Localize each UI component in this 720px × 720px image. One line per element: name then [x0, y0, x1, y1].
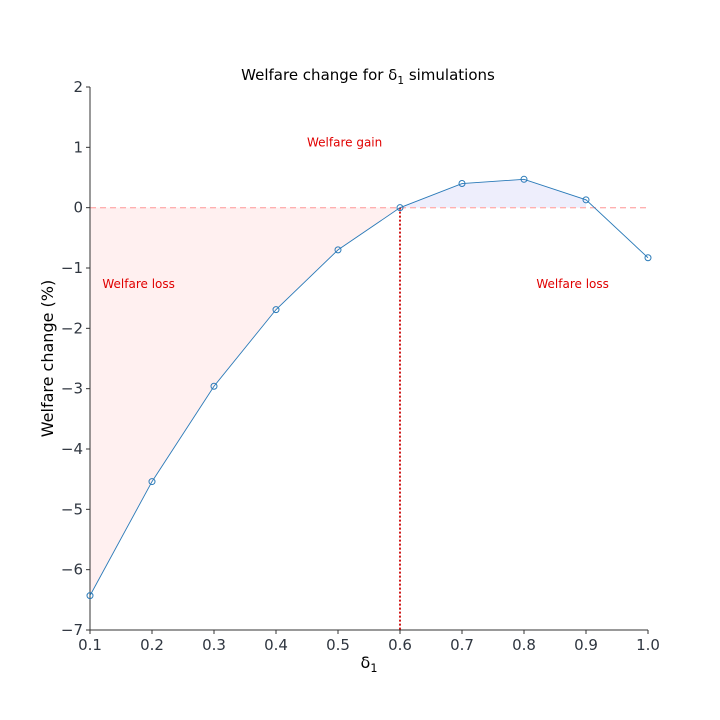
series-line [89, 178, 649, 596]
data-point [520, 175, 528, 183]
x-tick-label: 0.5 [326, 636, 350, 654]
data-point [396, 204, 404, 212]
y-axis-label: Welfare change (%) [38, 280, 57, 437]
y-tick-label: 1 [73, 138, 83, 156]
data-point [334, 246, 342, 254]
data-point [148, 478, 156, 486]
series-welfare [86, 175, 652, 600]
x-tick-label: 0.4 [264, 636, 288, 654]
y-tick-label: −6 [61, 561, 83, 579]
y-tick-label: −7 [61, 621, 83, 639]
data-point [272, 306, 280, 314]
axes: 0.1 0.2 0.3 0.4 0.5 0.6 0.7 0.8 0.9 1.0 2 1 0 −1 −2 −3 −… [61, 78, 660, 654]
x-tick-label: 0.2 [140, 636, 164, 654]
y-tick-label: −4 [61, 440, 83, 458]
annotation-label: Welfare loss [102, 277, 175, 291]
data-point [582, 196, 590, 204]
x-tick-label: 0.9 [574, 636, 598, 654]
y-tick-label: −1 [61, 259, 83, 277]
x-tick-label: 0.1 [78, 636, 102, 654]
data-point [458, 180, 466, 188]
x-axis-label: δ1 [361, 653, 378, 675]
loss-region-fill [90, 207, 400, 596]
annotations: Welfare gain Welfare loss Welfare loss [102, 135, 609, 291]
y-tick-label: 0 [73, 199, 83, 217]
x-tick-label: 0.7 [450, 636, 474, 654]
x-tick-label: 1.0 [636, 636, 660, 654]
y-tick-label: 2 [73, 78, 83, 96]
chart-title: Welfare change for δ1 simulations [241, 66, 495, 87]
x-tick-label: 0.6 [388, 636, 412, 654]
data-point [86, 592, 94, 600]
data-point [210, 382, 218, 390]
annotation-label: Welfare loss [536, 277, 609, 291]
data-point [644, 254, 652, 262]
y-tick-label: −3 [61, 380, 83, 398]
fill-regions [90, 179, 586, 596]
gain-region-fill [400, 179, 586, 208]
x-tick-label: 0.8 [512, 636, 536, 654]
reference-lines [90, 207, 648, 630]
y-tick-label: −5 [61, 500, 83, 518]
y-tick-label: −2 [61, 319, 83, 337]
annotation-label: Welfare gain [307, 135, 382, 149]
x-tick-label: 0.3 [202, 636, 226, 654]
